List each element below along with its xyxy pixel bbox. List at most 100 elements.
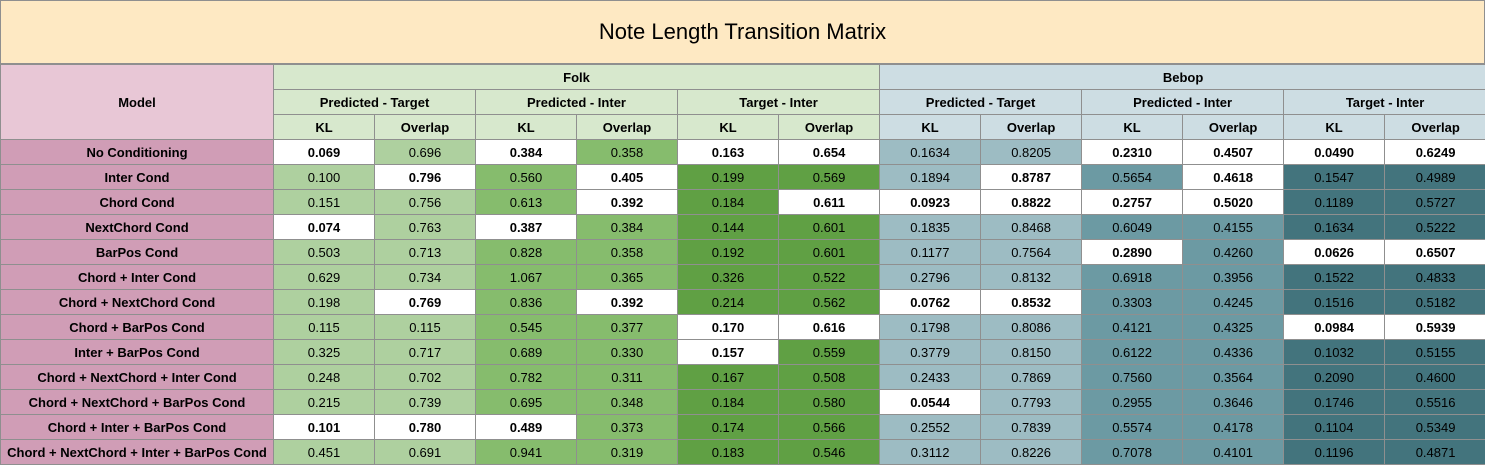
overlap-cell[interactable]: 0.611 (777, 189, 881, 215)
overlap-cell[interactable]: 0.763 (374, 214, 476, 240)
overlap-cell[interactable]: 0.392 (576, 289, 678, 315)
kl-cell[interactable]: 0.503 (273, 239, 375, 265)
kl-cell[interactable]: 0.326 (677, 264, 779, 290)
kl-cell[interactable]: 0.214 (677, 289, 779, 315)
model-name-cell[interactable]: Chord + Inter Cond (0, 264, 274, 290)
overlap-cell[interactable]: 0.5155 (1384, 339, 1485, 365)
kl-cell[interactable]: 0.1894 (879, 164, 982, 190)
overlap-cell[interactable]: 0.780 (374, 414, 476, 440)
model-name-cell[interactable]: Inter Cond (0, 164, 274, 190)
overlap-cell[interactable]: 0.734 (374, 264, 476, 290)
overlap-cell[interactable]: 0.8226 (980, 439, 1083, 465)
overlap-cell[interactable]: 0.522 (777, 264, 881, 290)
kl-cell[interactable]: 0.560 (475, 164, 577, 190)
overlap-cell[interactable]: 0.392 (576, 189, 678, 215)
model-name-cell[interactable]: Inter + BarPos Cond (0, 339, 274, 365)
metric-header[interactable]: KL (1081, 114, 1184, 140)
kl-cell[interactable]: 0.184 (677, 389, 779, 415)
overlap-cell[interactable]: 0.756 (374, 189, 476, 215)
subgroup-header[interactable]: Predicted - Inter (475, 89, 678, 115)
kl-cell[interactable]: 0.151 (273, 189, 375, 215)
metric-header[interactable]: KL (475, 114, 577, 140)
overlap-cell[interactable]: 0.717 (374, 339, 476, 365)
kl-cell[interactable]: 0.069 (273, 139, 375, 165)
overlap-cell[interactable]: 0.796 (374, 164, 476, 190)
overlap-cell[interactable]: 0.546 (777, 439, 881, 465)
kl-cell[interactable]: 0.384 (475, 139, 577, 165)
overlap-cell[interactable]: 0.8787 (980, 164, 1083, 190)
overlap-cell[interactable]: 0.4507 (1182, 139, 1285, 165)
kl-cell[interactable]: 0.5574 (1081, 414, 1184, 440)
metric-header[interactable]: KL (1283, 114, 1386, 140)
overlap-cell[interactable]: 0.365 (576, 264, 678, 290)
kl-cell[interactable]: 0.163 (677, 139, 779, 165)
kl-cell[interactable]: 0.1104 (1283, 414, 1386, 440)
overlap-cell[interactable]: 0.7564 (980, 239, 1083, 265)
overlap-cell[interactable]: 0.384 (576, 214, 678, 240)
kl-cell[interactable]: 0.6049 (1081, 214, 1184, 240)
metric-header[interactable]: Overlap (777, 114, 881, 140)
kl-cell[interactable]: 0.6918 (1081, 264, 1184, 290)
kl-cell[interactable]: 0.489 (475, 414, 577, 440)
kl-cell[interactable]: 0.198 (273, 289, 375, 315)
overlap-cell[interactable]: 0.377 (576, 314, 678, 340)
metric-header[interactable]: Overlap (1182, 114, 1285, 140)
overlap-cell[interactable]: 0.566 (777, 414, 881, 440)
overlap-cell[interactable]: 0.6507 (1384, 239, 1485, 265)
overlap-cell[interactable]: 0.713 (374, 239, 476, 265)
overlap-cell[interactable]: 0.311 (576, 364, 678, 390)
kl-cell[interactable]: 0.325 (273, 339, 375, 365)
overlap-cell[interactable]: 0.562 (777, 289, 881, 315)
kl-cell[interactable]: 0.1196 (1283, 439, 1386, 465)
overlap-cell[interactable]: 0.654 (777, 139, 881, 165)
model-column-header[interactable]: Model (0, 64, 274, 140)
overlap-cell[interactable]: 0.3956 (1182, 264, 1285, 290)
overlap-cell[interactable]: 0.115 (374, 314, 476, 340)
model-name-cell[interactable]: Chord + NextChord Cond (0, 289, 274, 315)
kl-cell[interactable]: 0.199 (677, 164, 779, 190)
kl-cell[interactable]: 0.0923 (879, 189, 982, 215)
kl-cell[interactable]: 0.5654 (1081, 164, 1184, 190)
overlap-cell[interactable]: 0.8150 (980, 339, 1083, 365)
overlap-cell[interactable]: 0.330 (576, 339, 678, 365)
kl-cell[interactable]: 0.144 (677, 214, 779, 240)
overlap-cell[interactable]: 0.580 (777, 389, 881, 415)
model-name-cell[interactable]: Chord + NextChord + Inter Cond (0, 364, 274, 390)
metric-header[interactable]: KL (879, 114, 982, 140)
kl-cell[interactable]: 0.6122 (1081, 339, 1184, 365)
overlap-cell[interactable]: 0.569 (777, 164, 881, 190)
kl-cell[interactable]: 0.387 (475, 214, 577, 240)
metric-header[interactable]: Overlap (1384, 114, 1485, 140)
overlap-cell[interactable]: 0.8468 (980, 214, 1083, 240)
overlap-cell[interactable]: 0.4336 (1182, 339, 1285, 365)
metric-header[interactable]: Overlap (374, 114, 476, 140)
kl-cell[interactable]: 0.2796 (879, 264, 982, 290)
kl-cell[interactable]: 0.7560 (1081, 364, 1184, 390)
overlap-cell[interactable]: 0.4101 (1182, 439, 1285, 465)
overlap-cell[interactable]: 0.4600 (1384, 364, 1485, 390)
overlap-cell[interactable]: 0.373 (576, 414, 678, 440)
kl-cell[interactable]: 0.629 (273, 264, 375, 290)
overlap-cell[interactable]: 0.508 (777, 364, 881, 390)
kl-cell[interactable]: 0.3303 (1081, 289, 1184, 315)
subgroup-header[interactable]: Target - Inter (1283, 89, 1485, 115)
kl-cell[interactable]: 0.4121 (1081, 314, 1184, 340)
kl-cell[interactable]: 0.1746 (1283, 389, 1386, 415)
subgroup-header[interactable]: Predicted - Target (273, 89, 476, 115)
kl-cell[interactable]: 0.215 (273, 389, 375, 415)
overlap-cell[interactable]: 0.601 (777, 239, 881, 265)
kl-cell[interactable]: 0.174 (677, 414, 779, 440)
kl-cell[interactable]: 0.183 (677, 439, 779, 465)
group-header-bebop[interactable]: Bebop (879, 64, 1485, 90)
overlap-cell[interactable]: 0.4989 (1384, 164, 1485, 190)
kl-cell[interactable]: 0.1522 (1283, 264, 1386, 290)
kl-cell[interactable]: 0.1634 (879, 139, 982, 165)
kl-cell[interactable]: 0.170 (677, 314, 779, 340)
kl-cell[interactable]: 0.1798 (879, 314, 982, 340)
overlap-cell[interactable]: 0.4260 (1182, 239, 1285, 265)
kl-cell[interactable]: 0.689 (475, 339, 577, 365)
kl-cell[interactable]: 0.2552 (879, 414, 982, 440)
overlap-cell[interactable]: 0.8822 (980, 189, 1083, 215)
kl-cell[interactable]: 0.695 (475, 389, 577, 415)
model-name-cell[interactable]: NextChord Cond (0, 214, 274, 240)
